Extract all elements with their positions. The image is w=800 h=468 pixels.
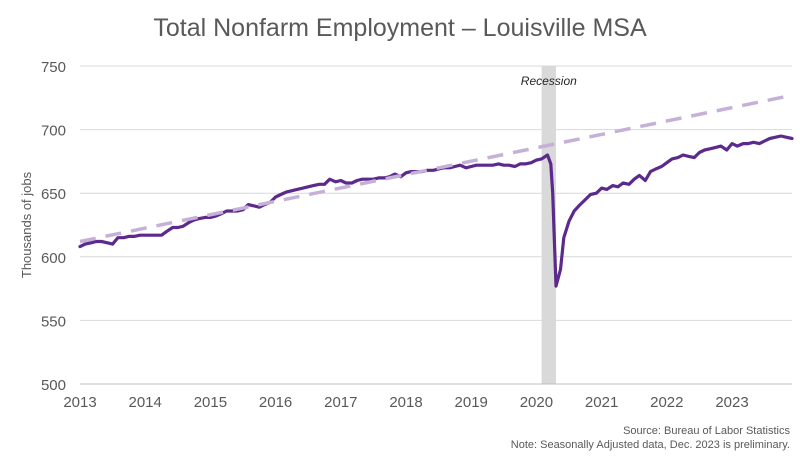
- note-text: Note: Seasonally Adjusted data, Dec. 202…: [510, 439, 790, 451]
- x-tick-label: 2020: [520, 394, 553, 411]
- x-tick-label: 2019: [455, 394, 488, 411]
- x-tick-label: 2018: [389, 394, 422, 411]
- x-tick-label: 2022: [650, 394, 683, 411]
- recession-label: Recession: [521, 74, 577, 88]
- x-tick-label: 2013: [63, 394, 96, 411]
- y-tick-label: 650: [41, 186, 66, 203]
- x-tick-label: 2017: [324, 394, 357, 411]
- x-tick-label: 2023: [715, 394, 748, 411]
- chart-title: Total Nonfarm Employment – Louisville MS…: [153, 14, 647, 42]
- x-tick-label: 2016: [259, 394, 292, 411]
- x-tick-label: 2021: [585, 394, 618, 411]
- y-axis-label: Thousands of jobs: [19, 171, 34, 278]
- y-tick-label: 750: [41, 59, 66, 76]
- source-text: Source: Bureau of Labor Statistics: [623, 425, 790, 437]
- y-tick-label: 500: [41, 377, 66, 394]
- x-tick-label: 2015: [194, 394, 227, 411]
- y-tick-label: 700: [41, 123, 66, 140]
- source-note: Source: Bureau of Labor Statistics Note:…: [511, 424, 790, 452]
- x-tick-label: 2014: [129, 394, 162, 411]
- y-tick-label: 550: [41, 313, 66, 330]
- trend-line: [79, 93, 793, 244]
- employment-line: [78, 134, 794, 288]
- y-tick-label: 600: [41, 250, 66, 267]
